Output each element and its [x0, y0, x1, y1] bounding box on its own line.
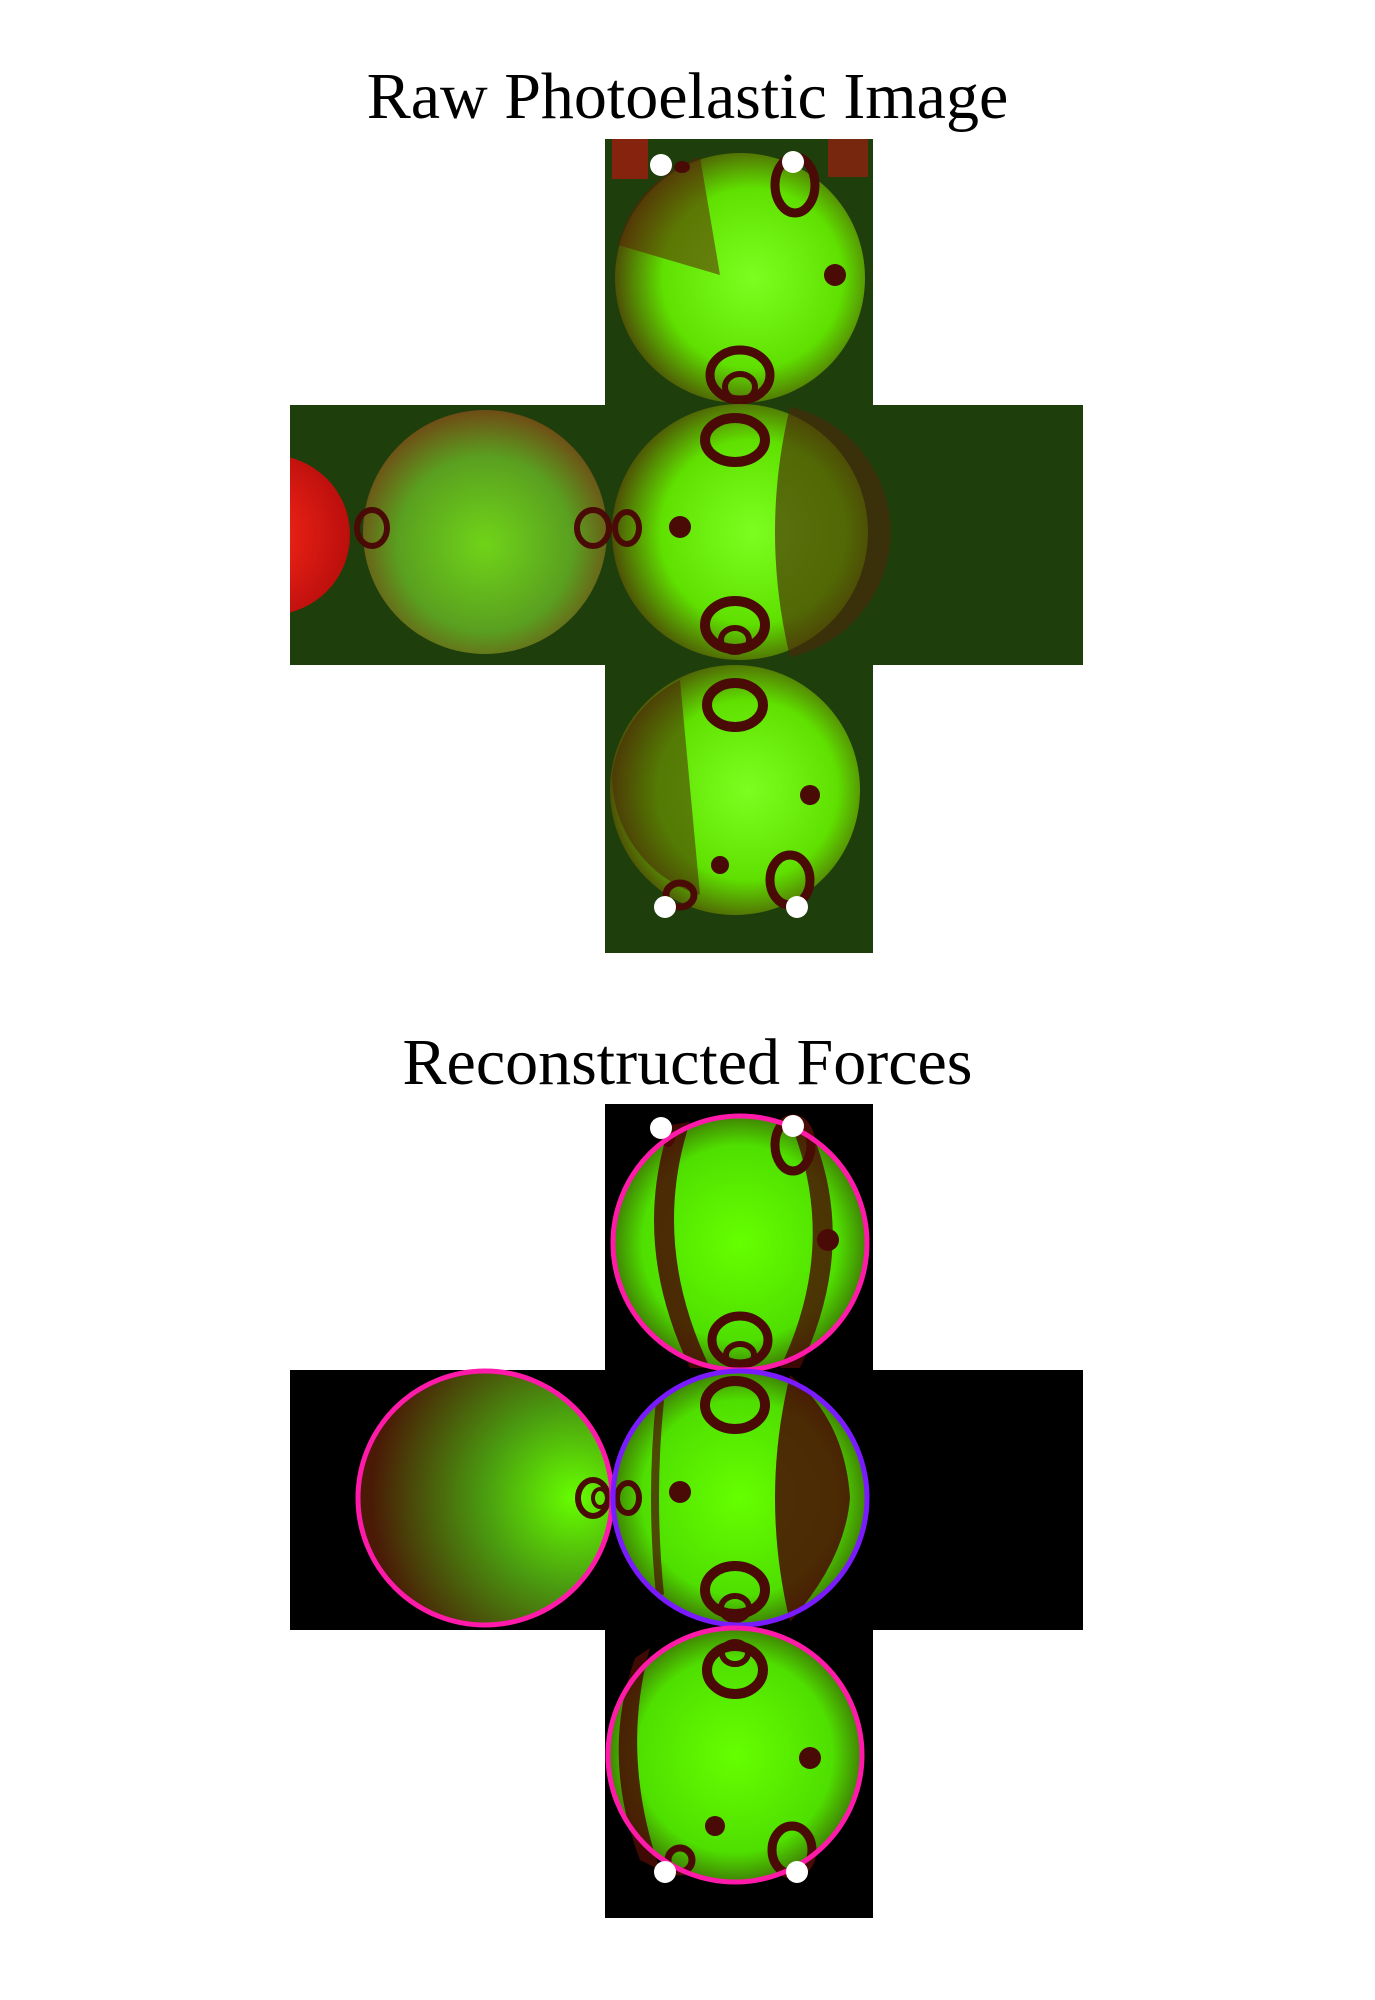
- bottom-panel-title: Reconstructed Forces: [402, 1026, 973, 1099]
- raw-red-glare: [612, 139, 648, 179]
- recon-marker-top-right: [782, 1115, 804, 1137]
- raw-marker-top-left: [650, 154, 672, 176]
- recon-marker-bottom-right: [786, 1861, 808, 1883]
- recon-disk-left: [355, 1368, 615, 1628]
- raw-disk-center: [612, 404, 891, 660]
- recon-marker-bottom-left: [654, 1861, 676, 1883]
- recon-outline-bottom: [605, 1625, 865, 1885]
- raw-disk-top: [615, 152, 865, 405]
- raw-disk-bottom: [610, 665, 860, 915]
- recon-disk-top: [610, 1113, 870, 1373]
- recon-marker-top-left: [650, 1117, 672, 1139]
- raw-marker-bottom-right: [786, 896, 808, 918]
- raw-marker-top-right: [782, 151, 804, 173]
- recon-outline-center: [610, 1368, 870, 1628]
- recon-disk-center: [610, 1368, 870, 1628]
- raw-red-disk: [290, 455, 350, 615]
- raw-disk-left: [354, 410, 612, 654]
- top-panel-title: Raw Photoelastic Image: [366, 60, 1009, 133]
- raw-photoelastic-image: [290, 139, 1083, 953]
- recon-disk-bottom: [605, 1625, 865, 1885]
- reconstructed-forces-image: [290, 1104, 1083, 1918]
- raw-marker-bottom-left: [654, 896, 676, 918]
